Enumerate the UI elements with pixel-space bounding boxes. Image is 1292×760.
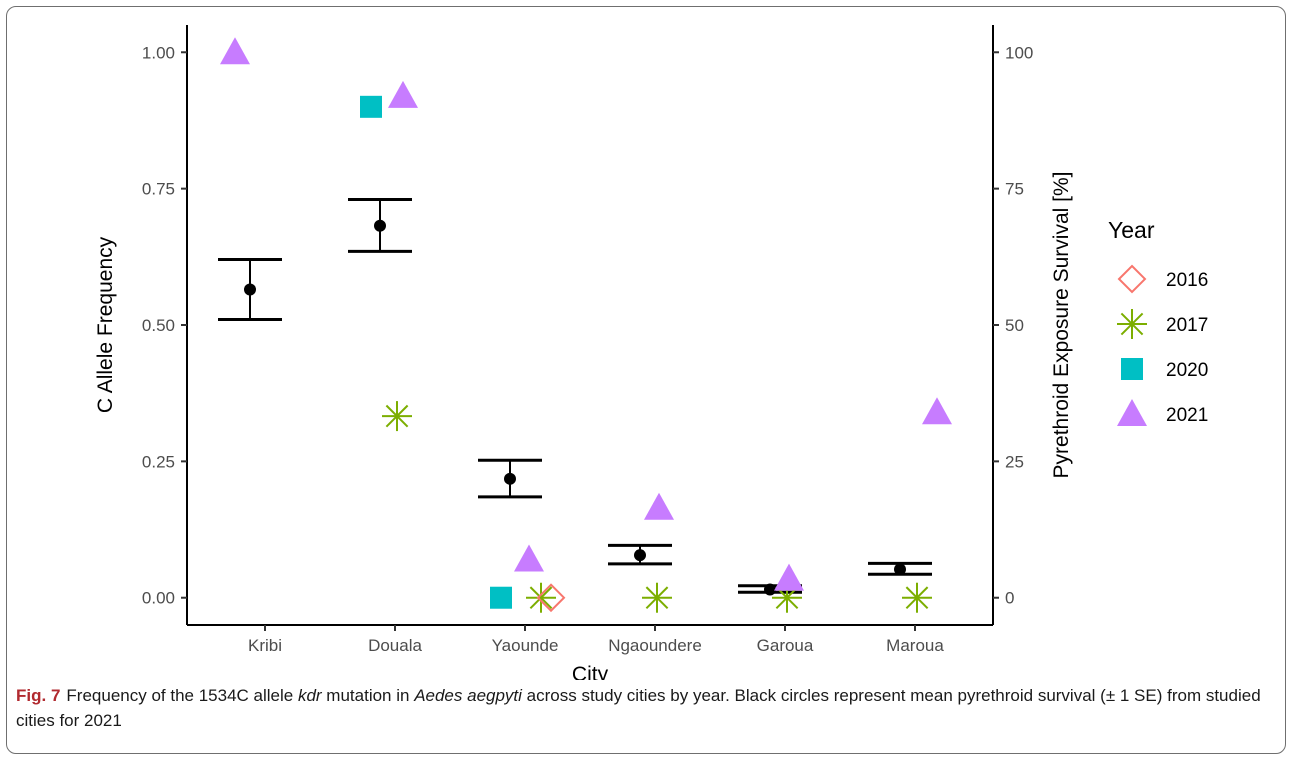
point-2021-douala	[388, 80, 418, 108]
caption-kdr: kdr	[297, 686, 322, 705]
figure-caption: Fig. 7 Frequency of the 1534C allele kdr …	[16, 683, 1278, 733]
y-tick-label-left: 0.75	[142, 180, 175, 199]
point-2021-yaounde	[514, 544, 544, 572]
legend-key-2021	[1117, 399, 1147, 426]
x-axis-title: City	[572, 663, 609, 680]
asterisk-stroke	[1120, 312, 1144, 336]
x-tick-label: Yaounde	[492, 636, 559, 655]
survival-mean-point	[764, 583, 776, 596]
survival-errorbars	[218, 198, 932, 596]
legend-key-2017	[1117, 309, 1147, 339]
asterisk-stroke	[645, 586, 669, 610]
asterisk-stroke	[775, 586, 799, 610]
legend-title: Year	[1108, 217, 1155, 243]
legend-label-2016: 2016	[1166, 270, 1208, 291]
legend-label-2020: 2020	[1166, 360, 1208, 381]
point-2021-kribi	[220, 37, 250, 65]
x-tick-label: Douala	[368, 636, 422, 655]
scatter-chart: 0.00 0.25 0.50 0.75 1.00 0 25 50 75 100 Kribi Doual…	[94, 25, 1208, 680]
asterisk-stroke	[385, 404, 409, 428]
caption-text-a: Frequency of the 1534C allele	[66, 686, 298, 705]
point-2016-yaounde	[536, 583, 566, 613]
x-tick-label: Ngaoundere	[608, 636, 702, 655]
caption-label: Fig. 7	[16, 686, 61, 705]
legend-key-2020	[1121, 358, 1143, 380]
asterisk-stroke	[529, 586, 553, 610]
y-tick-label-left: 1.00	[142, 43, 175, 62]
survival-mean-point	[504, 472, 516, 485]
caption-text-c: across study cities by year. Black circl…	[16, 686, 1261, 730]
y-tick-label-left: 0.00	[142, 589, 175, 608]
survival-mean-point	[374, 219, 386, 232]
caption-text-b: mutation in	[321, 686, 415, 705]
legend-key-2016	[1117, 264, 1147, 294]
legend-label-2021: 2021	[1166, 405, 1208, 426]
asterisk-stroke	[905, 586, 929, 610]
y-axis-title-left: C Allele Frequency	[94, 236, 117, 413]
x-tick-label: Garoua	[757, 636, 814, 655]
point-2017-ngaoundere	[642, 582, 672, 613]
point-2017-douala	[382, 401, 412, 432]
legend-label-2017: 2017	[1166, 315, 1208, 336]
survival-mean-point	[894, 563, 906, 576]
y-tick-label-right: 50	[1005, 316, 1024, 335]
y-axis-title-right: Pyrethroid Exposure Survival [%]	[1050, 172, 1073, 479]
point-2017-yaounde	[526, 582, 556, 613]
y-tick-label-left: 0.50	[142, 316, 175, 335]
y-tick-label-right: 100	[1005, 43, 1033, 62]
point-2021-maroua	[922, 397, 952, 425]
survival-mean-point	[244, 283, 256, 296]
y-tick-label-right: 25	[1005, 452, 1024, 471]
caption-species: Aedes aegpyti	[414, 686, 522, 705]
x-tick-label: Maroua	[886, 636, 944, 655]
x-tick-label: Kribi	[248, 636, 282, 655]
survival-mean-point	[634, 549, 646, 562]
legend: Year 2016 2017 2020 2021	[1108, 217, 1208, 426]
figure-frame	[6, 6, 1286, 754]
axes-layer: 0.00 0.25 0.50 0.75 1.00 0 25 50 75 100 Kribi Doual…	[94, 25, 1073, 680]
point-2017-garoua	[772, 582, 802, 613]
point-2020-douala	[360, 95, 382, 118]
allele-points	[220, 37, 952, 613]
point-2017-maroua	[902, 582, 932, 613]
point-2021-garoua	[774, 563, 804, 591]
y-tick-label-right: 75	[1005, 180, 1024, 199]
y-tick-label-right: 0	[1005, 589, 1014, 608]
point-2021-ngaoundere	[644, 492, 674, 520]
point-2020-yaounde	[490, 586, 512, 609]
y-tick-label-left: 0.25	[142, 452, 175, 471]
